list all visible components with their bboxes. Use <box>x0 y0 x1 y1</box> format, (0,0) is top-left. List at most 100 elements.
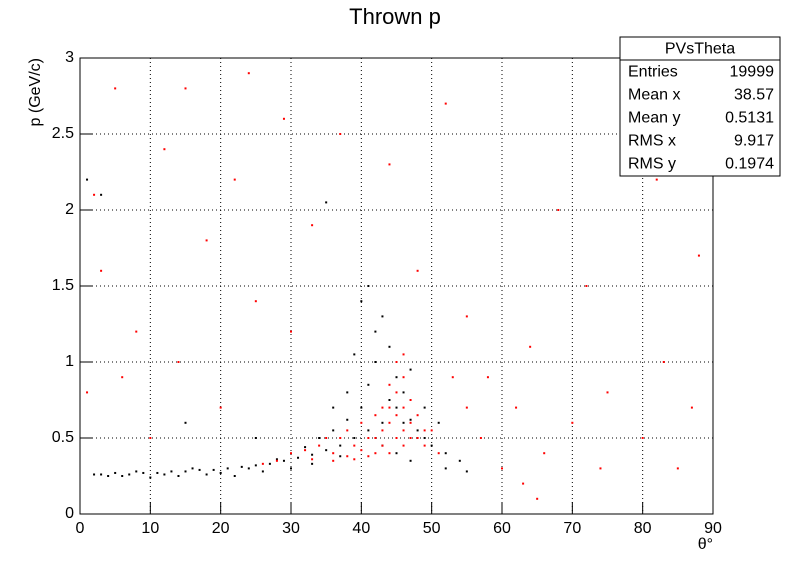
point <box>606 391 609 394</box>
point <box>409 418 412 421</box>
point <box>515 406 518 409</box>
y-tick-label: 1.5 <box>52 277 74 294</box>
point <box>395 437 398 439</box>
point <box>486 376 489 379</box>
point <box>346 429 349 432</box>
plot-frame <box>79 57 714 515</box>
point <box>451 376 454 379</box>
point <box>121 475 124 477</box>
point <box>149 476 152 479</box>
point <box>212 468 215 471</box>
x-tick-label: 20 <box>212 520 230 537</box>
point <box>142 471 145 474</box>
point <box>444 102 447 105</box>
y-tick-label: 3 <box>65 49 74 66</box>
point <box>346 391 349 394</box>
point <box>388 383 391 386</box>
point <box>381 444 384 447</box>
point <box>261 462 264 465</box>
point <box>465 406 468 409</box>
point <box>444 452 447 455</box>
x-tick-label: 30 <box>282 520 300 537</box>
point <box>374 330 377 333</box>
point <box>479 437 482 439</box>
point <box>290 467 292 470</box>
point <box>128 473 131 476</box>
point <box>247 72 250 75</box>
point <box>367 383 370 386</box>
point <box>374 361 377 363</box>
stats-value: 9.917 <box>734 133 774 150</box>
point <box>571 421 574 424</box>
chart-title: Thrown p <box>349 4 441 29</box>
point <box>135 330 138 333</box>
point <box>409 437 412 439</box>
point <box>325 449 328 452</box>
point <box>662 361 665 363</box>
point <box>184 87 187 90</box>
point <box>149 437 152 439</box>
point <box>332 452 335 455</box>
point <box>114 471 117 474</box>
stats-title: PVsTheta <box>665 41 735 58</box>
point <box>254 300 257 303</box>
point <box>381 429 384 432</box>
point <box>367 285 370 287</box>
point <box>339 455 342 458</box>
stats-label: Mean y <box>628 110 680 127</box>
point <box>346 455 349 458</box>
point <box>233 475 236 477</box>
point <box>416 429 419 432</box>
point <box>416 414 419 417</box>
point <box>388 399 391 401</box>
point <box>290 452 292 455</box>
point <box>543 452 546 455</box>
point <box>163 473 166 476</box>
point <box>402 406 405 409</box>
stats-label: RMS x <box>628 133 676 150</box>
point <box>205 239 208 242</box>
point <box>458 459 461 462</box>
point <box>388 421 391 424</box>
point <box>304 449 307 452</box>
stats-label: Entries <box>628 64 678 81</box>
point <box>388 345 391 348</box>
y-tick-label: 0.5 <box>52 429 74 446</box>
point <box>360 406 363 409</box>
x-tick-label: 0 <box>76 520 85 537</box>
point <box>388 163 391 166</box>
point <box>353 444 356 447</box>
point <box>311 458 314 461</box>
stats-label: Mean x <box>628 87 680 104</box>
point <box>381 406 384 409</box>
y-tick-label: 2.5 <box>52 125 74 142</box>
stats-value: 19999 <box>730 64 775 81</box>
point <box>135 470 138 473</box>
point <box>325 437 328 439</box>
point <box>121 376 124 379</box>
point <box>177 361 180 363</box>
point <box>170 470 173 473</box>
point <box>416 269 419 272</box>
x-tick-label: 80 <box>634 520 652 537</box>
point <box>395 376 398 379</box>
point <box>93 193 96 196</box>
point <box>557 209 560 211</box>
point <box>423 429 426 432</box>
point <box>402 391 405 394</box>
point <box>233 178 236 181</box>
point <box>423 444 426 447</box>
point <box>374 414 377 417</box>
point <box>282 117 285 120</box>
plot-area: 0 10 20 30 40 50 60 70 80 90 0 0.5 1 1.5 2 2.5 3 <box>52 49 722 537</box>
point <box>465 470 468 473</box>
point <box>332 459 335 462</box>
stats-label: RMS y <box>628 156 676 173</box>
point <box>318 437 321 439</box>
point <box>374 452 377 455</box>
point <box>374 437 377 439</box>
point <box>163 148 166 151</box>
x-tick-label: 10 <box>141 520 159 537</box>
point <box>254 437 257 439</box>
point <box>198 468 201 471</box>
